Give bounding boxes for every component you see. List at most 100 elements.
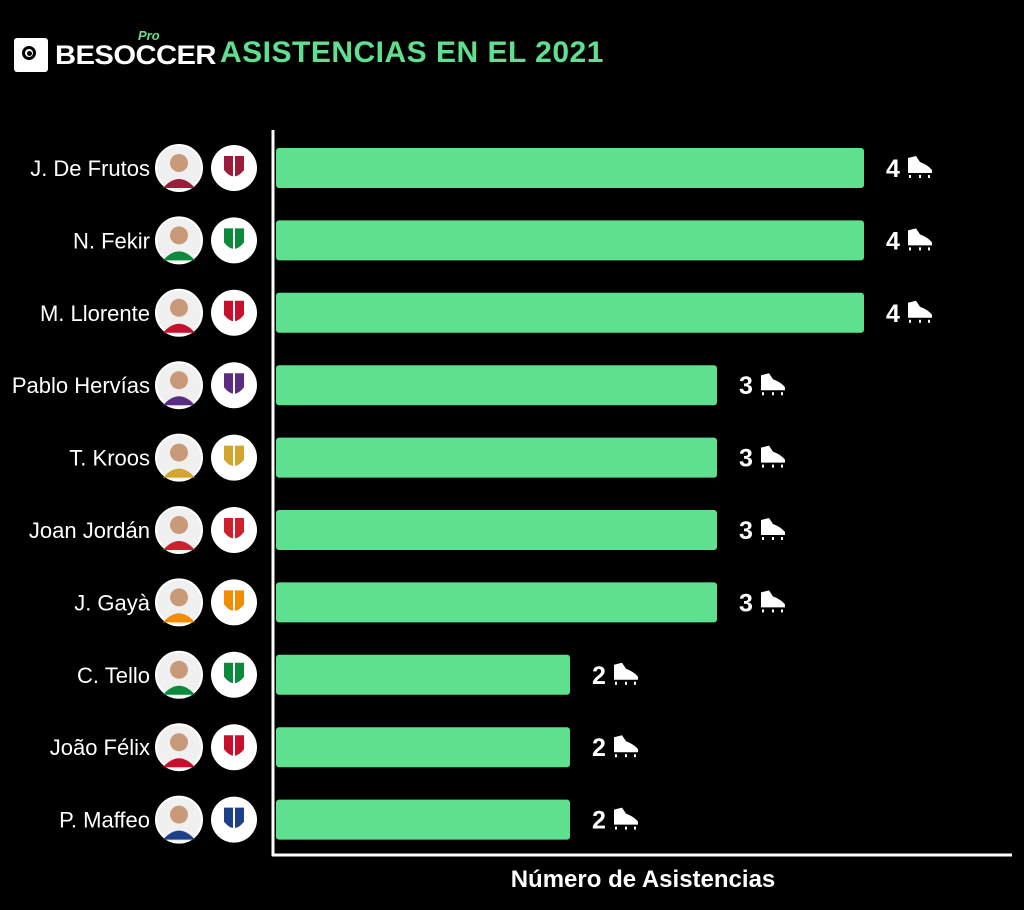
team-crest-icon[interactable]: [211, 579, 257, 626]
football-boot-icon: [761, 373, 785, 396]
boot-body: [761, 590, 785, 608]
football-boot-icon: [908, 156, 932, 178]
bar[interactable]: [276, 510, 717, 550]
team-crest-icon[interactable]: [211, 796, 257, 843]
player-name-label: Joan Jordán: [29, 518, 150, 543]
brand-tag: Pro: [138, 28, 160, 43]
bar[interactable]: [276, 437, 717, 478]
football-boot-icon: [908, 228, 932, 251]
x-axis-label: Número de Asistencias: [511, 866, 776, 893]
player-name-label: N. Fekir: [73, 228, 150, 253]
bar[interactable]: [276, 148, 864, 188]
player-name-label: C. Tello: [77, 663, 150, 688]
avatar-shirt: [163, 396, 195, 406]
player-name-label: João Félix: [50, 735, 150, 760]
player-name-label: J. De Frutos: [30, 156, 150, 181]
football-boot-icon: [761, 445, 785, 468]
boot-body: [908, 228, 932, 246]
player-name-label: M. Llorente: [40, 301, 150, 326]
boot-body: [614, 735, 638, 753]
team-crest-icon[interactable]: [211, 289, 257, 336]
football-boot-icon: [614, 662, 638, 685]
bar-row: Joan Jordán 3: [29, 506, 785, 554]
bar[interactable]: [276, 654, 570, 695]
team-crest-icon[interactable]: [211, 724, 257, 771]
value-label: 4: [886, 227, 900, 255]
player-avatar[interactable]: [155, 288, 203, 337]
avatar-shirt: [163, 541, 195, 550]
avatar-head: [170, 298, 188, 317]
boot-body: [614, 662, 638, 680]
avatar-head: [170, 516, 188, 534]
boot-body: [908, 300, 932, 318]
bar-row: João Félix 2: [50, 723, 638, 772]
avatar-head: [170, 371, 188, 390]
player-avatar[interactable]: [155, 361, 203, 410]
value-label: 3: [739, 589, 753, 617]
team-crest-icon[interactable]: [211, 434, 257, 481]
avatar-head: [170, 154, 188, 172]
value-label: 2: [592, 662, 606, 690]
value-label: 4: [886, 300, 900, 328]
player-avatar[interactable]: [155, 795, 203, 844]
bar-row: M. Llorente 4: [40, 288, 932, 337]
avatar-head: [170, 733, 188, 752]
bar[interactable]: [276, 220, 864, 261]
bar[interactable]: [276, 292, 864, 333]
team-crest-icon[interactable]: [211, 362, 257, 409]
player-avatar[interactable]: [155, 650, 203, 699]
bar-row: T. Kroos 3: [69, 433, 785, 482]
bar[interactable]: [276, 582, 717, 623]
bar-row: Pablo Hervías 3: [12, 361, 785, 410]
value-label: 3: [739, 372, 753, 400]
player-avatar[interactable]: [155, 433, 203, 482]
team-crest-icon[interactable]: [211, 507, 257, 553]
boot-body: [761, 445, 785, 463]
avatar-shirt: [163, 830, 195, 840]
bar[interactable]: [276, 727, 570, 768]
bar-row: J. Gayà 3: [74, 578, 785, 627]
player-name-label: Pablo Hervías: [12, 373, 150, 398]
player-avatar[interactable]: [155, 723, 203, 772]
team-crest-icon[interactable]: [211, 145, 257, 191]
player-avatar[interactable]: [155, 216, 203, 265]
bar[interactable]: [276, 365, 717, 406]
boot-body: [761, 518, 785, 535]
boot-body: [614, 807, 638, 825]
header: BESOCCER Pro ASISTENCIAS EN EL 2021: [14, 28, 1014, 78]
player-name-label: J. Gayà: [74, 590, 151, 615]
avatar-head: [170, 660, 188, 679]
avatar-head: [170, 588, 188, 607]
player-avatar[interactable]: [155, 506, 203, 554]
football-boot-icon: [908, 300, 932, 323]
bar-row: N. Fekir 4: [73, 216, 932, 265]
football-boot-icon: [614, 735, 638, 758]
chart-title: ASISTENCIAS EN EL 2021: [220, 36, 604, 69]
besoccer-logo[interactable]: BESOCCER Pro: [14, 28, 216, 72]
player-avatar[interactable]: [155, 578, 203, 627]
boot-body: [761, 373, 785, 391]
value-label: 3: [739, 517, 753, 545]
avatar-head: [170, 226, 188, 245]
value-label: 2: [592, 807, 606, 835]
bar-row: C. Tello 2: [77, 650, 638, 699]
bar-row: J. De Frutos 4: [30, 144, 932, 192]
brand-name: BESOCCER: [55, 39, 216, 70]
avatar-shirt: [163, 468, 195, 478]
avatar-shirt: [163, 251, 195, 261]
player-avatar[interactable]: [155, 144, 203, 192]
avatar-head: [170, 805, 188, 824]
football-boot-icon: [614, 807, 638, 830]
besoccer-ball-icon: [14, 38, 48, 72]
value-label: 2: [592, 734, 606, 762]
avatar-head: [170, 443, 188, 462]
value-label: 4: [886, 155, 900, 183]
team-crest-icon[interactable]: [211, 651, 257, 698]
avatar-shirt: [163, 613, 195, 623]
player-name-label: T. Kroos: [69, 446, 150, 471]
bar[interactable]: [276, 799, 570, 840]
avatar-shirt: [163, 323, 195, 333]
football-boot-icon: [761, 590, 785, 613]
team-crest-icon[interactable]: [211, 217, 257, 264]
